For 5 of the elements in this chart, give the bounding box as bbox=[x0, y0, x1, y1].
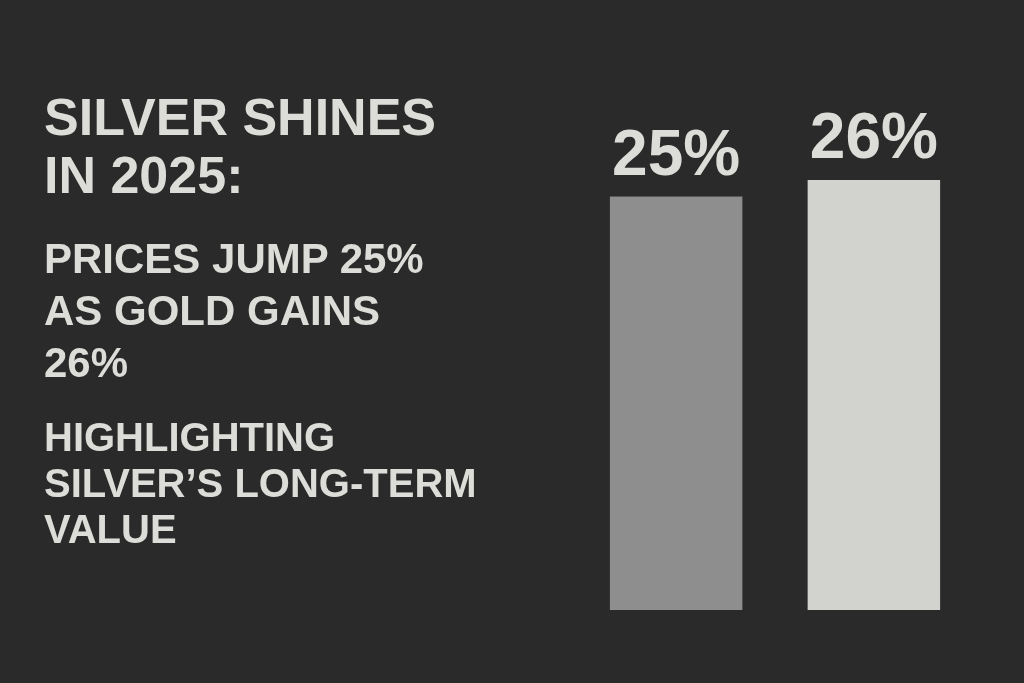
chart-title: SILVER SHINES IN 2025: bbox=[44, 88, 437, 204]
text: HIGHLIGHTING SILVER’S LONG-TERM VALUE bbox=[44, 415, 477, 551]
data-label: 26% bbox=[809, 100, 938, 172]
text: PRICES JUMP 25% AS GOLD GAINS 26% bbox=[44, 235, 424, 386]
data-label: 25% bbox=[612, 116, 741, 189]
